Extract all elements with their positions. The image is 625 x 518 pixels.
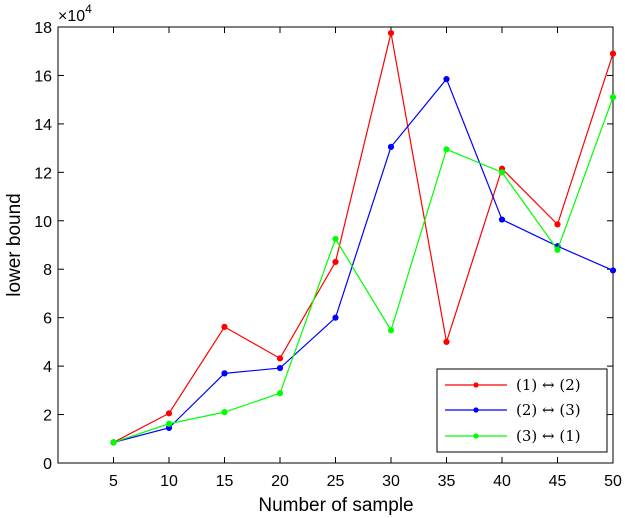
series-line-1 xyxy=(113,32,614,443)
series-line-2 xyxy=(113,77,614,443)
data-point xyxy=(221,323,228,330)
y-tick-label: 2 xyxy=(43,408,52,425)
data-point xyxy=(443,75,450,83)
series-layer xyxy=(110,29,617,446)
data-point xyxy=(332,258,339,266)
y-tick-label: 14 xyxy=(34,117,52,134)
data-point xyxy=(554,221,561,228)
legend-swatch-marker xyxy=(473,382,479,388)
data-point xyxy=(165,410,173,417)
data-point xyxy=(387,143,395,150)
data-point xyxy=(110,439,117,446)
data-point xyxy=(443,338,450,345)
x-axis-title: Number of sample xyxy=(258,495,413,516)
y-exponent-multiplier: ×104 xyxy=(58,2,92,25)
y-tick-label: 12 xyxy=(34,165,52,182)
y-tick-label: 8 xyxy=(43,262,52,279)
x-tick-label: 10 xyxy=(160,473,178,490)
data-point xyxy=(165,420,173,427)
data-point xyxy=(387,29,395,37)
legend-swatch-marker xyxy=(473,407,479,413)
data-point xyxy=(276,390,284,397)
y-tick-label: 4 xyxy=(43,359,52,376)
x-tick-label: 20 xyxy=(271,473,289,490)
x-tick-label: 30 xyxy=(382,473,400,490)
data-point xyxy=(221,409,228,416)
data-point xyxy=(609,94,617,101)
y-tick-label: 6 xyxy=(43,311,52,328)
legend-items: (1) ↔ (2) (2) ↔ (3) (3) ↔ (1) xyxy=(445,376,581,445)
data-point xyxy=(443,146,450,153)
data-point xyxy=(276,355,284,362)
data-point xyxy=(554,246,561,253)
x-tick-label: 25 xyxy=(327,473,345,490)
data-point xyxy=(609,267,617,274)
y-tick-label: 0 xyxy=(43,456,52,473)
legend: (1) ↔ (2) (2) ↔ (3) (3) ↔ (1) xyxy=(436,368,608,453)
x-tick-label: 5 xyxy=(109,473,118,490)
data-point xyxy=(387,327,395,334)
y-tick-label: 10 xyxy=(34,214,52,231)
data-point xyxy=(332,235,339,243)
x-tick-label: 50 xyxy=(604,473,622,490)
data-point xyxy=(498,216,506,223)
legend-swatch-marker xyxy=(473,433,479,439)
data-point xyxy=(498,169,506,176)
y-exponent-text: 4 xyxy=(85,2,92,16)
y-tick-label: 18 xyxy=(34,20,52,37)
series-line-3 xyxy=(113,97,614,443)
legend-label: (1) ↔ (2) xyxy=(516,376,581,394)
y-multiplier-text: ×10 xyxy=(58,8,85,25)
x-tick-label: 15 xyxy=(216,473,234,490)
legend-label: (2) ↔ (3) xyxy=(516,401,581,419)
data-point xyxy=(221,370,228,377)
y-axis-title: lower bound xyxy=(4,193,25,297)
data-point xyxy=(332,314,339,321)
data-point xyxy=(276,364,284,372)
x-tick-label: 35 xyxy=(438,473,456,490)
y-tick-label: 16 xyxy=(34,68,52,85)
data-point xyxy=(609,50,617,57)
x-tick-label: 45 xyxy=(549,473,567,490)
x-tick-label: 40 xyxy=(493,473,511,490)
legend-label: (3) ↔ (1) xyxy=(516,427,581,445)
